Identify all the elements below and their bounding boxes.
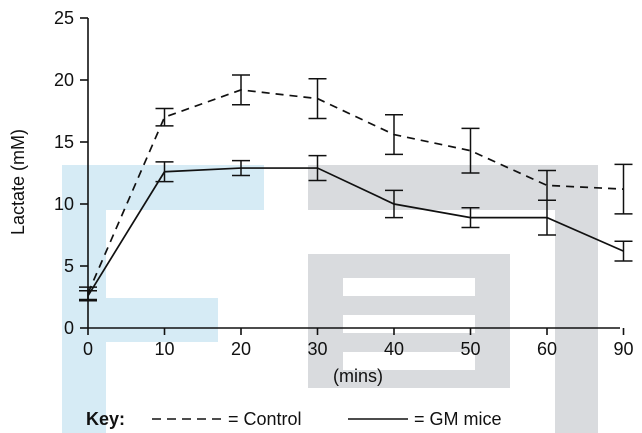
error-bar-gm-mice [232, 159, 250, 177]
x-tick-label: 30 [307, 339, 327, 359]
watermark-logo [62, 165, 598, 433]
error-bar-control [232, 74, 250, 106]
error-bar-control [614, 163, 633, 215]
y-tick-label: 5 [64, 256, 74, 276]
axes [87, 18, 620, 329]
error-bar-gm-mice [385, 189, 403, 219]
error-bar-control [155, 107, 174, 127]
error-bar-gm-mice [461, 206, 480, 229]
y-tick-label: 20 [54, 70, 74, 90]
x-tick-label: 0 [83, 339, 93, 359]
x-axis-label: (mins) [333, 366, 383, 386]
chart-key: Key: = Control = GM mice [86, 409, 502, 429]
series-line-gm-mice [87, 167, 624, 297]
y-tick-label: 25 [54, 8, 74, 28]
y-axis-label: Lactate (mM) [8, 129, 28, 235]
series-layer [79, 74, 633, 302]
x-ticks: 0 10 20 30 40 50 60 90 [83, 328, 634, 359]
x-tick-label: 40 [384, 339, 404, 359]
x-tick-label: 60 [537, 339, 557, 359]
y-ticks: 0 5 10 15 20 25 [54, 8, 88, 338]
y-tick-label: 15 [54, 132, 74, 152]
y-tick-label: 10 [54, 194, 74, 214]
error-bar-gm-mice [308, 154, 327, 182]
error-bar-control [461, 127, 480, 174]
error-bar-gm-mice [79, 290, 97, 302]
y-tick-label: 0 [64, 318, 74, 338]
error-bar-control [385, 113, 403, 156]
error-bar-control [308, 78, 327, 120]
error-bar-gm-mice [155, 161, 174, 183]
error-bar-gm-mice [614, 240, 633, 262]
x-tick-label: 90 [613, 339, 633, 359]
key-title: Key: [86, 409, 125, 429]
x-tick-label: 50 [460, 339, 480, 359]
x-tick-label: 20 [231, 339, 251, 359]
error-bar-gm-mice [538, 199, 556, 236]
x-tick-label: 10 [154, 339, 174, 359]
key-control-label: = Control [228, 409, 302, 429]
series-line-control [87, 89, 624, 294]
key-gm-label: = GM mice [414, 409, 502, 429]
